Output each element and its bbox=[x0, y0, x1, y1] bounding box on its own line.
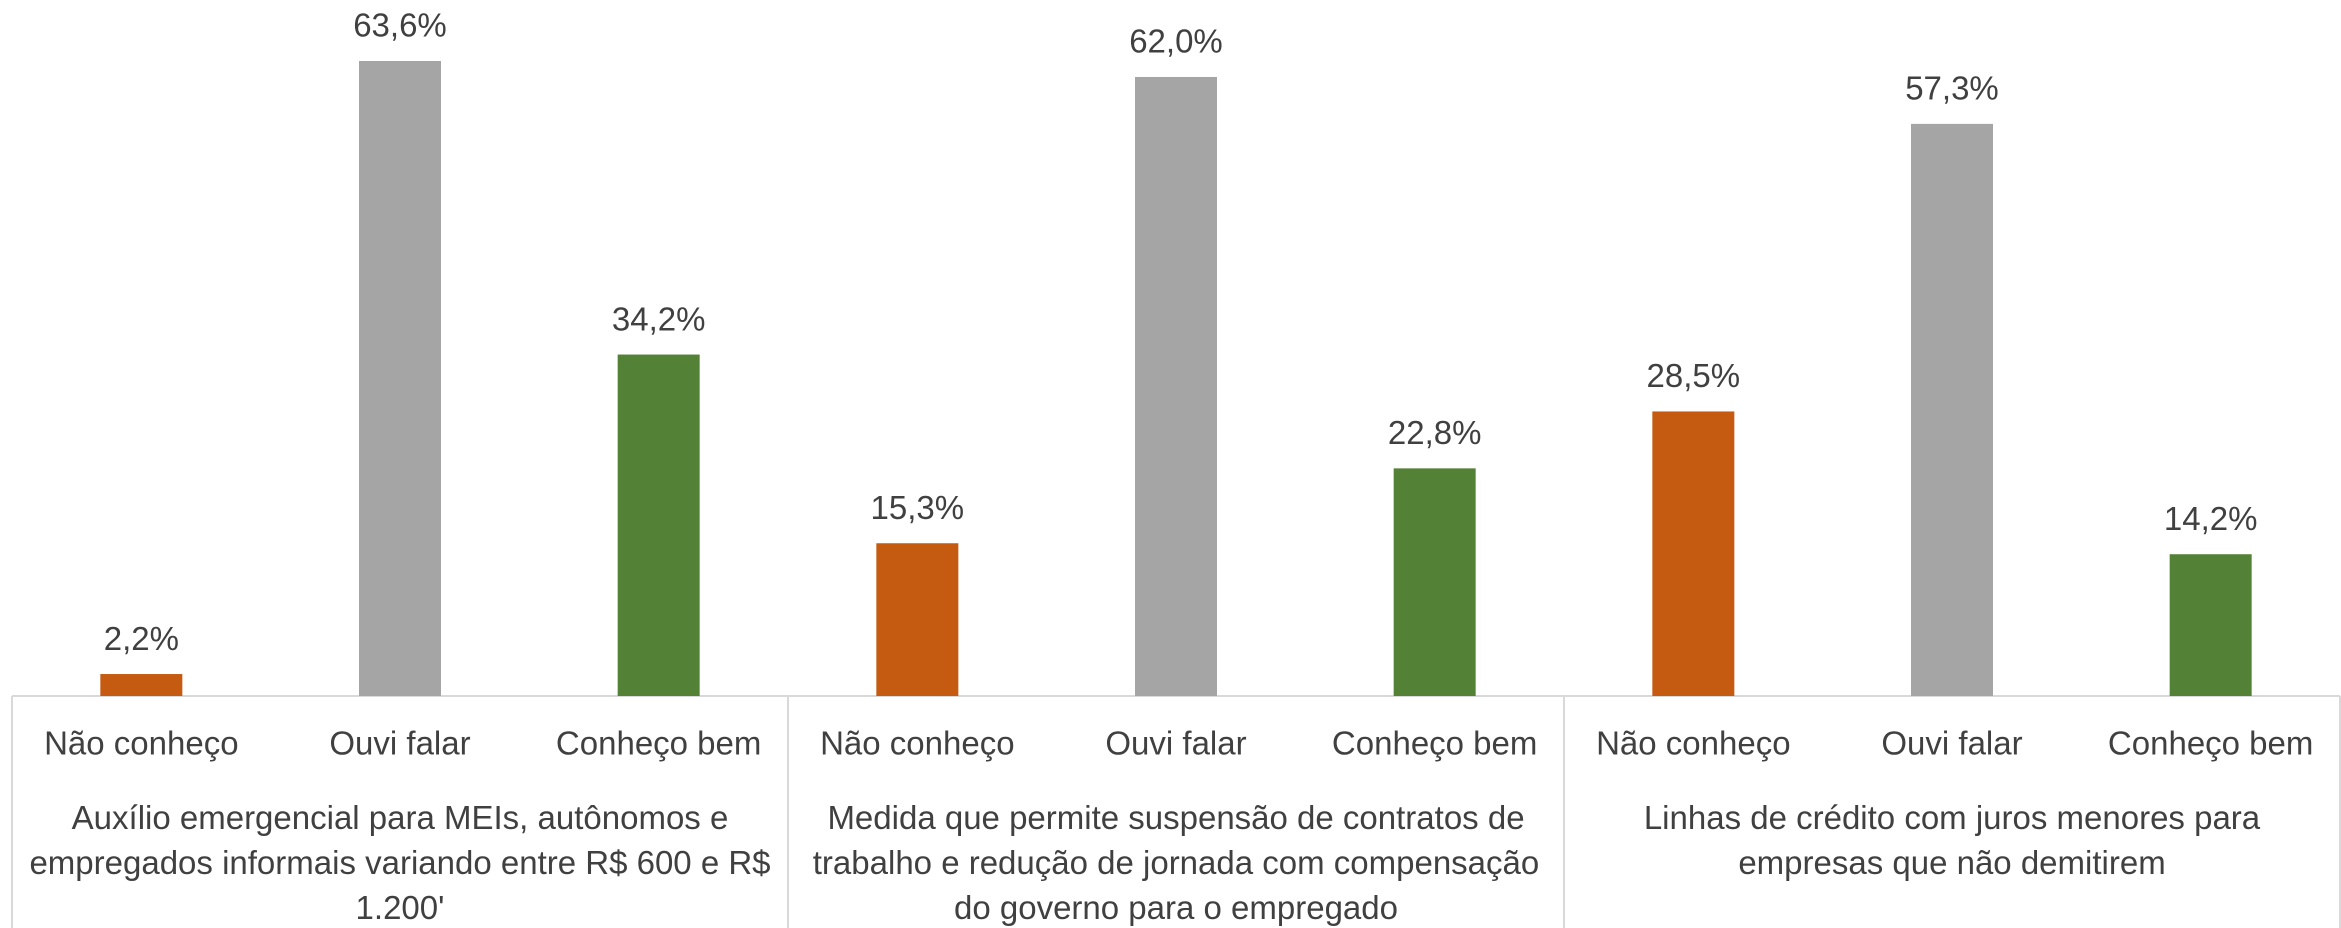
group-label: Linhas de crédito com juros menores para… bbox=[1643, 799, 2261, 881]
bar bbox=[2169, 554, 2252, 696]
bar bbox=[617, 354, 700, 696]
x-tick-label: Ouvi falar bbox=[1105, 725, 1246, 762]
data-label: 62,0% bbox=[1129, 23, 1223, 60]
bar bbox=[1911, 123, 1993, 696]
group-label: Auxílio emergencial para MEIs, autônomos… bbox=[29, 799, 771, 926]
x-tick-label: Não conheço bbox=[1596, 725, 1790, 762]
x-tick-label: Ouvi falar bbox=[1881, 725, 2022, 762]
x-tick-label: Não conheço bbox=[44, 725, 238, 762]
data-label: 34,2% bbox=[612, 300, 706, 337]
bar bbox=[876, 543, 959, 696]
x-tick-label: Não conheço bbox=[820, 725, 1014, 762]
bar bbox=[100, 674, 183, 696]
bar bbox=[1393, 468, 1476, 696]
data-label: 14,2% bbox=[2164, 500, 2258, 537]
x-tick-label: Conheço bem bbox=[2108, 725, 2313, 762]
bar bbox=[1652, 411, 1735, 696]
x-tick-label: Ouvi falar bbox=[329, 725, 470, 762]
data-label: 22,8% bbox=[1388, 414, 1482, 451]
data-label: 2,2% bbox=[104, 620, 179, 657]
bar bbox=[1135, 76, 1217, 696]
bar bbox=[359, 61, 441, 696]
x-tick-label: Conheço bem bbox=[556, 725, 761, 762]
data-label: 57,3% bbox=[1905, 70, 1999, 107]
data-label: 28,5% bbox=[1647, 357, 1741, 394]
group-label: Medida que permite suspensão de contrato… bbox=[812, 799, 1540, 926]
data-label: 63,6% bbox=[353, 7, 447, 44]
x-tick-label: Conheço bem bbox=[1332, 725, 1537, 762]
data-label: 15,3% bbox=[871, 489, 965, 526]
